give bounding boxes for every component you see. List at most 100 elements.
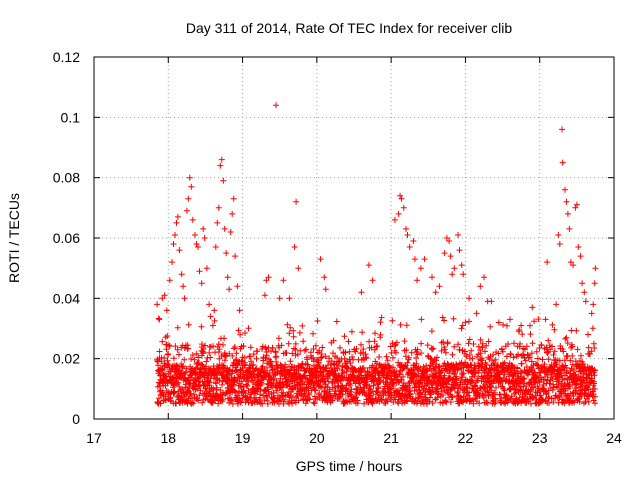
data-point — [568, 344, 575, 351]
data-point — [201, 235, 208, 241]
data-point — [503, 353, 510, 360]
data-point — [175, 379, 182, 386]
data-point — [573, 201, 580, 208]
data-point — [549, 343, 555, 350]
data-point — [340, 369, 347, 376]
data-point — [189, 352, 196, 358]
data-point — [528, 358, 535, 365]
data-point — [490, 378, 496, 385]
data-point — [155, 362, 162, 369]
data-point — [519, 331, 526, 338]
data-point — [347, 360, 354, 367]
data-point — [561, 357, 568, 364]
data-point — [207, 313, 214, 320]
x-tick-label: 20 — [309, 430, 325, 446]
data-point — [563, 334, 570, 341]
data-point — [565, 382, 572, 389]
data-point — [247, 353, 254, 360]
data-point — [395, 396, 402, 403]
data-point — [534, 383, 541, 390]
data-point — [391, 216, 398, 223]
data-point — [253, 355, 260, 362]
data-point — [418, 316, 425, 323]
data-point — [347, 382, 354, 389]
data-point — [414, 277, 421, 284]
data-point — [263, 352, 270, 359]
data-point — [353, 394, 360, 401]
data-point — [342, 349, 349, 356]
data-point — [311, 400, 318, 407]
data-point — [182, 369, 189, 376]
data-point — [346, 348, 353, 355]
data-point — [172, 343, 179, 350]
data-point — [591, 345, 598, 351]
data-point — [343, 368, 350, 375]
data-point — [466, 336, 473, 343]
y-tick-labels: 0 0.02 0.04 0.06 0.08 0.1 0.12 — [53, 49, 80, 427]
data-point — [501, 371, 508, 378]
data-point — [441, 372, 448, 379]
data-point — [299, 322, 306, 329]
data-point — [172, 232, 178, 238]
data-point — [378, 314, 385, 321]
data-point — [236, 395, 243, 402]
data-point — [571, 399, 578, 406]
data-point — [490, 351, 497, 358]
data-point — [306, 396, 313, 403]
data-point — [230, 195, 237, 202]
data-point — [368, 344, 375, 351]
data-point — [365, 262, 372, 269]
data-point — [372, 330, 378, 337]
data-point — [173, 219, 180, 226]
grid-lines — [94, 57, 614, 419]
data-point — [470, 400, 477, 407]
data-point — [195, 397, 202, 404]
data-point — [366, 383, 373, 390]
data-point — [427, 355, 434, 362]
data-point — [555, 381, 562, 388]
data-point — [302, 400, 309, 407]
data-point — [564, 210, 571, 217]
data-point — [493, 384, 499, 391]
data-point — [415, 394, 422, 401]
data-point — [316, 347, 323, 354]
data-point — [572, 204, 579, 211]
data-point — [411, 256, 418, 263]
data-point — [566, 225, 573, 232]
data-point — [264, 397, 271, 404]
data-point — [243, 374, 250, 381]
data-point — [568, 365, 575, 372]
data-point — [460, 271, 467, 278]
data-point — [491, 389, 498, 396]
data-point — [377, 377, 384, 384]
data-point — [589, 375, 596, 382]
data-point — [415, 372, 422, 379]
data-point — [213, 375, 220, 382]
data-point — [217, 387, 224, 394]
data-point — [254, 348, 261, 355]
data-point — [315, 359, 322, 366]
data-point — [219, 381, 225, 388]
data-point — [300, 338, 307, 345]
y-tick-label: 0.02 — [53, 351, 80, 367]
data-point — [265, 274, 272, 281]
data-point — [164, 333, 171, 339]
data-point — [563, 364, 570, 371]
data-point — [209, 322, 216, 329]
data-point — [441, 346, 448, 353]
data-point — [501, 359, 508, 366]
data-point — [216, 377, 223, 384]
data-point — [189, 216, 196, 223]
data-point — [322, 353, 329, 360]
data-point — [549, 387, 556, 393]
data-point — [155, 395, 162, 402]
data-point — [535, 378, 542, 384]
data-point — [476, 400, 483, 407]
data-point — [220, 341, 226, 348]
data-point — [484, 399, 491, 406]
data-point — [529, 365, 536, 372]
data-point — [215, 204, 222, 211]
data-point — [439, 314, 446, 321]
data-point — [559, 126, 565, 133]
data-point — [516, 326, 523, 333]
